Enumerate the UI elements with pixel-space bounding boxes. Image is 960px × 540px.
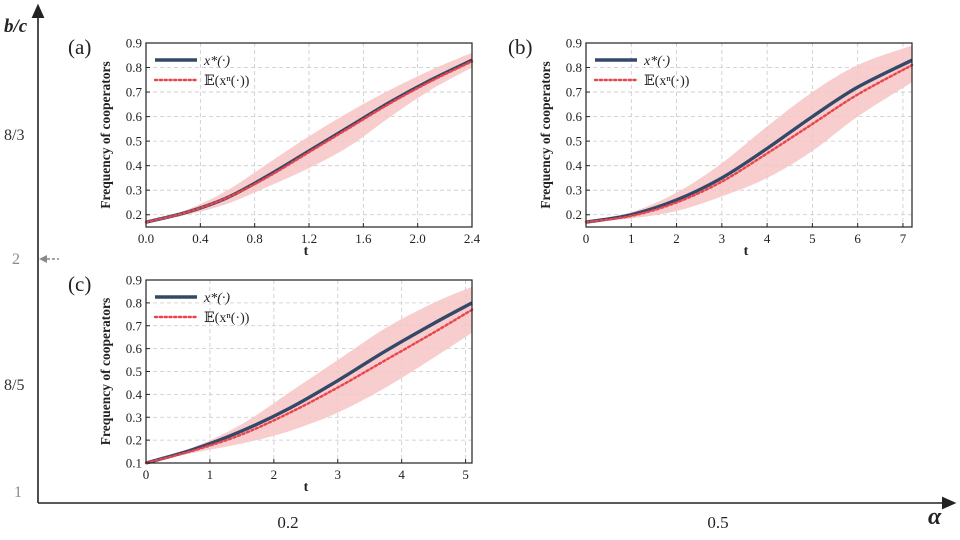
panel-label: (c)	[68, 272, 91, 296]
y-tick-label: 0.5	[126, 134, 142, 149]
x-tick-label: 5	[462, 467, 469, 482]
x-axis-label: t	[304, 244, 309, 259]
x-tick-label: 4	[764, 231, 771, 246]
panel-c: 0 1 2 3 4 5 0.1 0.2 0.3 0.4 0.5 0.6 0.7 0.8 0.9 t Freque…	[68, 272, 474, 495]
x-tick-label: 0.8	[247, 231, 263, 246]
confidence-band	[146, 286, 472, 463]
y-tick-label: 0.1	[126, 456, 142, 471]
outer-x-level-0-5: 0.5	[707, 513, 728, 532]
series-line-expectation	[584, 63, 914, 224]
y-tick-label: 0.7	[566, 85, 583, 100]
y-tick-label: 0.3	[126, 410, 142, 425]
legend-label-expectation: 𝔼(xⁿ(·))	[204, 74, 250, 89]
outer-y-axis-label: b/c	[4, 16, 28, 37]
legend-label-mean: x*(·)	[203, 291, 230, 306]
y-tick-label: 0.9	[126, 273, 142, 288]
panel-label: (b)	[508, 35, 533, 59]
y-tick-label: 0.5	[566, 134, 582, 149]
y-tick-label: 0.8	[126, 60, 142, 75]
x-tick-label: 2.0	[410, 231, 426, 246]
x-tick-label: 2	[673, 231, 680, 246]
x-tick-label: 1	[207, 467, 214, 482]
y-axis-label: Frequency of cooperators	[98, 61, 113, 208]
series-line-expectation	[144, 308, 474, 465]
outer-y-level-8-3: 8/3	[4, 127, 24, 144]
y-axis-label: Frequency of cooperators	[98, 298, 113, 445]
y-tick-label: 0.4	[126, 387, 143, 402]
y-tick-label: 0.3	[566, 183, 582, 198]
y-tick-label: 0.7	[126, 85, 143, 100]
arrow-left-icon	[39, 255, 59, 263]
x-tick-label: 4	[398, 467, 405, 482]
x-tick-label: 3	[335, 467, 342, 482]
y-tick-label: 0.9	[566, 36, 582, 51]
outer-axes: b/c α 8/3 2 8/5 1 0.2 0.5	[4, 3, 957, 532]
x-tick-label: 6	[854, 231, 861, 246]
panel-a: 0.0 0.4 0.8 1.2 1.6 2.0 2.4 0.2 0.3 0.4 0.5 0.6 0.7 0…	[68, 35, 481, 259]
series-line-mean	[585, 58, 913, 224]
outer-x-level-0-2: 0.2	[277, 513, 298, 532]
x-tick-label: 0.0	[138, 231, 154, 246]
outer-y-level-1: 1	[14, 484, 22, 501]
plot-frame	[585, 42, 913, 228]
x-axis-label: t	[744, 244, 749, 259]
y-tick-label: 0.6	[126, 109, 143, 124]
y-tick-label: 0.6	[126, 341, 143, 356]
legend-label-mean: x*(·)	[643, 54, 670, 69]
y-tick-label: 0.6	[566, 109, 583, 124]
y-tick-label: 0.2	[566, 207, 582, 222]
x-tick-label: 5	[809, 231, 816, 246]
series-line-expectation	[144, 60, 474, 224]
y-tick-label: 0.4	[126, 158, 143, 173]
y-tick-label: 0.9	[126, 36, 142, 51]
y-tick-label: 0.8	[566, 60, 582, 75]
y-tick-label: 0.2	[126, 433, 142, 448]
series-line-mean	[145, 301, 473, 465]
y-tick-label: 0.3	[126, 183, 142, 198]
x-tick-label: 7	[900, 231, 907, 246]
x-tick-label: 2	[271, 467, 278, 482]
x-tick-label: 0	[143, 467, 150, 482]
y-tick-label: 0.2	[126, 207, 142, 222]
x-tick-label: 1	[628, 231, 635, 246]
legend-label-mean: x*(·)	[203, 54, 230, 69]
legend-label-expectation: 𝔼(xⁿ(·))	[644, 74, 690, 89]
legend-label-expectation: 𝔼(xⁿ(·))	[204, 311, 250, 326]
panel-label: (a)	[68, 35, 91, 59]
confidence-band	[146, 52, 472, 223]
confidence-band	[586, 45, 912, 223]
x-tick-label: 0	[583, 231, 590, 246]
y-tick-label: 0.8	[126, 295, 142, 310]
y-axis-label: Frequency of cooperators	[538, 61, 553, 208]
x-tick-label: 1.6	[355, 231, 372, 246]
y-tick-label: 0.7	[126, 318, 143, 333]
y-tick-label: 0.4	[566, 158, 583, 173]
x-tick-label: 3	[719, 231, 726, 246]
x-axis-label: t	[304, 480, 309, 495]
outer-x-axis-label: α	[928, 504, 942, 530]
y-tick-label: 0.5	[126, 364, 142, 379]
x-tick-label: 0.4	[192, 231, 209, 246]
outer-y-level-2: 2	[12, 251, 20, 268]
x-tick-label: 2.4	[464, 231, 481, 246]
outer-y-level-8-5: 8/5	[4, 377, 24, 394]
panel-b: 0 1 2 3 4 5 6 7 0.2 0.3 0.4 0.5 0.6 0.7 0.8 0.9 t Frequen…	[508, 35, 914, 259]
x-tick-label: 1.2	[301, 231, 317, 246]
